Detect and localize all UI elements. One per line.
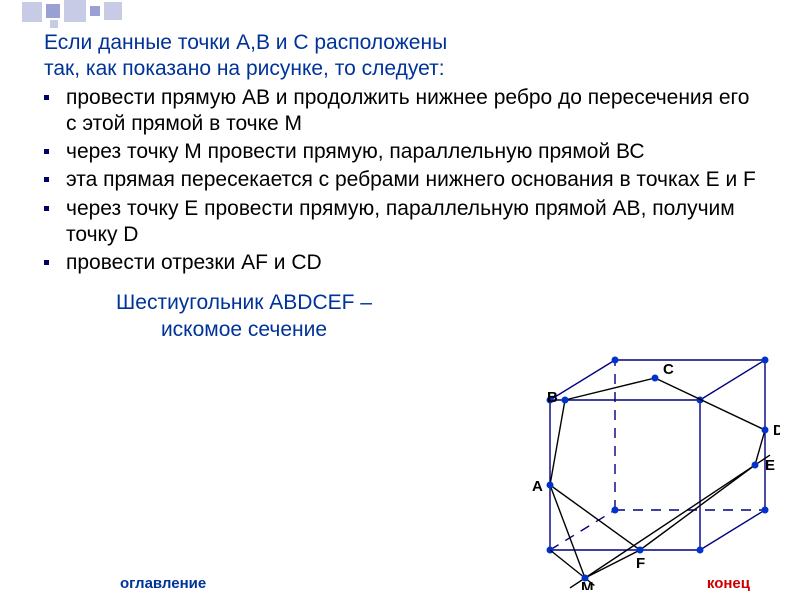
list-item: эта прямая пересекается с ребрами нижнег… — [44, 167, 764, 193]
list-item: через точку Е провести прямую, параллель… — [44, 196, 764, 249]
heading-line1: Если данные точки А,В и С расположены — [44, 31, 447, 54]
bullet-list: провести прямую АВ и продолжить нижнее р… — [44, 85, 764, 277]
nav-end-link[interactable]: конец — [707, 575, 750, 592]
svg-text:E: E — [765, 457, 775, 474]
list-item: через точку М провести прямую, параллель… — [44, 139, 764, 165]
list-item: провести отрезки АF и СD — [44, 250, 764, 276]
conclusion: Шестиугольник АВDСЕF – искомое сечение — [74, 290, 414, 343]
svg-text:A: A — [532, 478, 543, 495]
list-item: провести прямую АВ и продолжить нижнее р… — [44, 85, 764, 138]
svg-text:D: D — [773, 422, 780, 439]
decorative-squares — [0, 0, 800, 28]
nav-contents-link[interactable]: оглавление — [120, 575, 206, 592]
svg-text:M: M — [581, 579, 594, 590]
heading: Если данные точки А,В и С расположены та… — [44, 30, 764, 83]
svg-text:B: B — [547, 389, 558, 406]
cube-diagram: A B C D E F M — [480, 330, 780, 590]
svg-text:F: F — [636, 555, 645, 572]
slide-content: Если данные точки А,В и С расположены та… — [44, 30, 764, 343]
conclusion-line2: искомое сечение — [161, 318, 327, 341]
conclusion-line1: Шестиугольник АВDСЕF – — [116, 291, 372, 314]
heading-line2: так, как показано на рисунке, то следует… — [44, 57, 445, 80]
svg-text:C: C — [663, 361, 674, 378]
